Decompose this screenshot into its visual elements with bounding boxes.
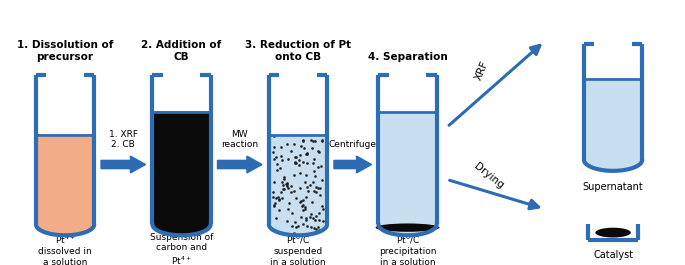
Polygon shape bbox=[269, 75, 327, 235]
Text: Supernatant: Supernatant bbox=[583, 182, 643, 192]
Text: 1. XRF
2. CB: 1. XRF 2. CB bbox=[109, 130, 138, 149]
Text: MW
reaction: MW reaction bbox=[221, 130, 258, 149]
Text: 4. Separation: 4. Separation bbox=[368, 52, 447, 62]
Text: Drying: Drying bbox=[472, 161, 506, 190]
Polygon shape bbox=[269, 135, 327, 235]
Ellipse shape bbox=[375, 223, 440, 232]
Text: 1. Dissolution of
precursor: 1. Dissolution of precursor bbox=[17, 40, 113, 62]
Polygon shape bbox=[334, 156, 371, 173]
Polygon shape bbox=[36, 75, 95, 235]
Text: XRF: XRF bbox=[473, 59, 490, 82]
Text: Pt$^{4+}$
dissolved in
a solution: Pt$^{4+}$ dissolved in a solution bbox=[38, 234, 92, 265]
Polygon shape bbox=[378, 112, 436, 235]
Polygon shape bbox=[152, 112, 210, 235]
Text: Suspension of
carbon and
Pt$^{4+}$: Suspension of carbon and Pt$^{4+}$ bbox=[150, 233, 213, 265]
Polygon shape bbox=[584, 79, 642, 171]
Text: 3. Reduction of Pt
onto CB: 3. Reduction of Pt onto CB bbox=[245, 40, 351, 62]
Text: Centrifuge: Centrifuge bbox=[329, 140, 377, 149]
Polygon shape bbox=[218, 156, 262, 173]
Polygon shape bbox=[152, 75, 210, 235]
Text: Catalyst: Catalyst bbox=[593, 250, 633, 260]
Polygon shape bbox=[101, 156, 145, 173]
Text: Pt$^{0}$/C
suspended
in a solution: Pt$^{0}$/C suspended in a solution bbox=[270, 234, 326, 265]
Text: Pt$^{0}$/C
precipitation
in a solution: Pt$^{0}$/C precipitation in a solution bbox=[379, 234, 436, 265]
Polygon shape bbox=[378, 75, 436, 235]
Polygon shape bbox=[36, 135, 95, 235]
Text: 2. Addition of
CB: 2. Addition of CB bbox=[141, 40, 222, 62]
Polygon shape bbox=[584, 44, 642, 171]
Ellipse shape bbox=[595, 228, 631, 237]
